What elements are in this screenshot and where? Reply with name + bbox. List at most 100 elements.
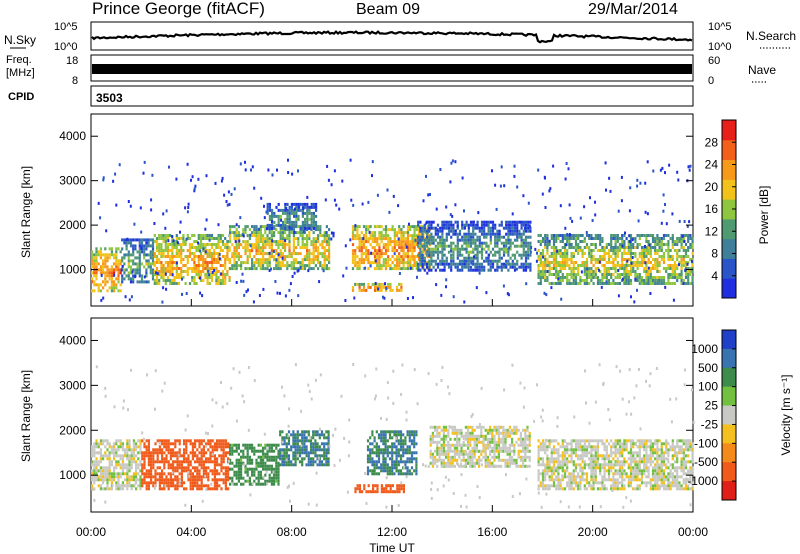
power-cell — [237, 234, 240, 238]
power-cell — [439, 226, 442, 230]
velocity-cell — [198, 484, 201, 488]
power-cell — [647, 273, 650, 276]
power-cell — [450, 253, 453, 257]
power-cell — [436, 223, 440, 227]
power-cell — [480, 247, 484, 251]
velocity-cell — [183, 448, 186, 452]
power-cell — [147, 244, 150, 248]
power-speckle — [330, 183, 333, 187]
power-cell — [667, 273, 670, 276]
velocity-cell — [110, 478, 113, 482]
power-cell — [129, 277, 133, 281]
power-cell — [108, 277, 111, 281]
velocity-cell — [402, 487, 405, 491]
power-cell — [325, 255, 328, 259]
power-speckle — [239, 162, 242, 166]
velocity-cell — [93, 448, 96, 452]
power-cell — [193, 276, 196, 279]
power-cell — [312, 220, 315, 224]
velocity-cell — [183, 460, 186, 464]
velocity-cell — [128, 481, 131, 485]
power-cell — [380, 288, 383, 292]
power-cell — [226, 240, 229, 243]
velocity-cell — [132, 475, 135, 479]
power-cell — [143, 280, 146, 284]
power-cell — [581, 252, 584, 255]
power-cell — [592, 273, 595, 276]
power-cell — [522, 229, 525, 233]
power-cell — [323, 267, 326, 271]
power-cell — [215, 246, 218, 249]
power-cell — [434, 244, 437, 248]
power-cell — [371, 231, 374, 235]
power-cell — [511, 253, 514, 257]
power-cell — [638, 237, 641, 240]
power-cell — [458, 229, 462, 233]
power-cell — [288, 249, 291, 253]
power-cell — [323, 255, 326, 259]
power-cell — [511, 220, 514, 224]
power-cell — [500, 223, 503, 227]
power-cell — [115, 250, 118, 254]
velocity-cell — [235, 446, 238, 450]
power-speckle — [333, 169, 336, 173]
power-cell — [505, 223, 508, 227]
velocity-cell — [380, 490, 383, 494]
power-cell — [145, 271, 148, 275]
velocity-cell — [385, 490, 388, 494]
velocity-cell — [178, 454, 181, 458]
power-cell — [411, 249, 414, 253]
power-cell — [286, 220, 289, 224]
power-speckle — [186, 210, 189, 214]
power-cell — [676, 243, 679, 246]
power-cell — [671, 267, 674, 270]
power-cell — [680, 273, 683, 276]
power-cell — [356, 225, 359, 229]
power-cell — [292, 237, 295, 241]
power-cell — [400, 282, 403, 286]
power-speckle — [172, 239, 175, 243]
velocity-cell — [323, 463, 326, 467]
power-speckle — [201, 294, 204, 298]
power-speckle — [185, 237, 188, 241]
power-cell — [110, 247, 113, 251]
power-cell — [301, 261, 304, 265]
power-cell — [605, 243, 608, 246]
power-cell — [268, 246, 271, 250]
power-cell — [434, 262, 437, 266]
power-cell — [303, 243, 306, 247]
power-cell — [563, 267, 567, 270]
velocity-cell — [126, 466, 129, 470]
velocity-cell — [369, 469, 372, 473]
power-cell — [480, 265, 484, 269]
power-cell — [177, 276, 181, 279]
power-cell — [498, 235, 501, 239]
power-cell — [155, 276, 159, 279]
velocity-cell — [99, 475, 102, 479]
power-cell — [465, 220, 468, 224]
power-cell — [627, 270, 630, 273]
power-cell — [140, 244, 144, 248]
velocity-cell — [277, 449, 280, 453]
power-cell — [400, 285, 403, 289]
velocity-cell — [301, 448, 304, 452]
velocity-cell — [402, 460, 405, 464]
velocity-cell — [320, 448, 324, 452]
velocity-cell — [158, 448, 161, 452]
power-cell — [244, 267, 247, 271]
power-cell — [546, 261, 549, 264]
power-cell — [328, 228, 331, 232]
velocity-cell — [279, 448, 282, 452]
velocity-cell — [244, 479, 247, 483]
power-cell — [645, 273, 648, 276]
power-cell — [592, 270, 595, 273]
velocity-cell — [316, 463, 319, 467]
power-cell — [106, 289, 109, 293]
power-speckle — [560, 297, 563, 301]
power-cell — [221, 282, 225, 285]
power-speckle — [662, 209, 665, 213]
power-cell — [516, 226, 519, 230]
power-cell — [259, 225, 262, 229]
power-cell — [171, 246, 174, 249]
power-speckle — [208, 273, 210, 277]
